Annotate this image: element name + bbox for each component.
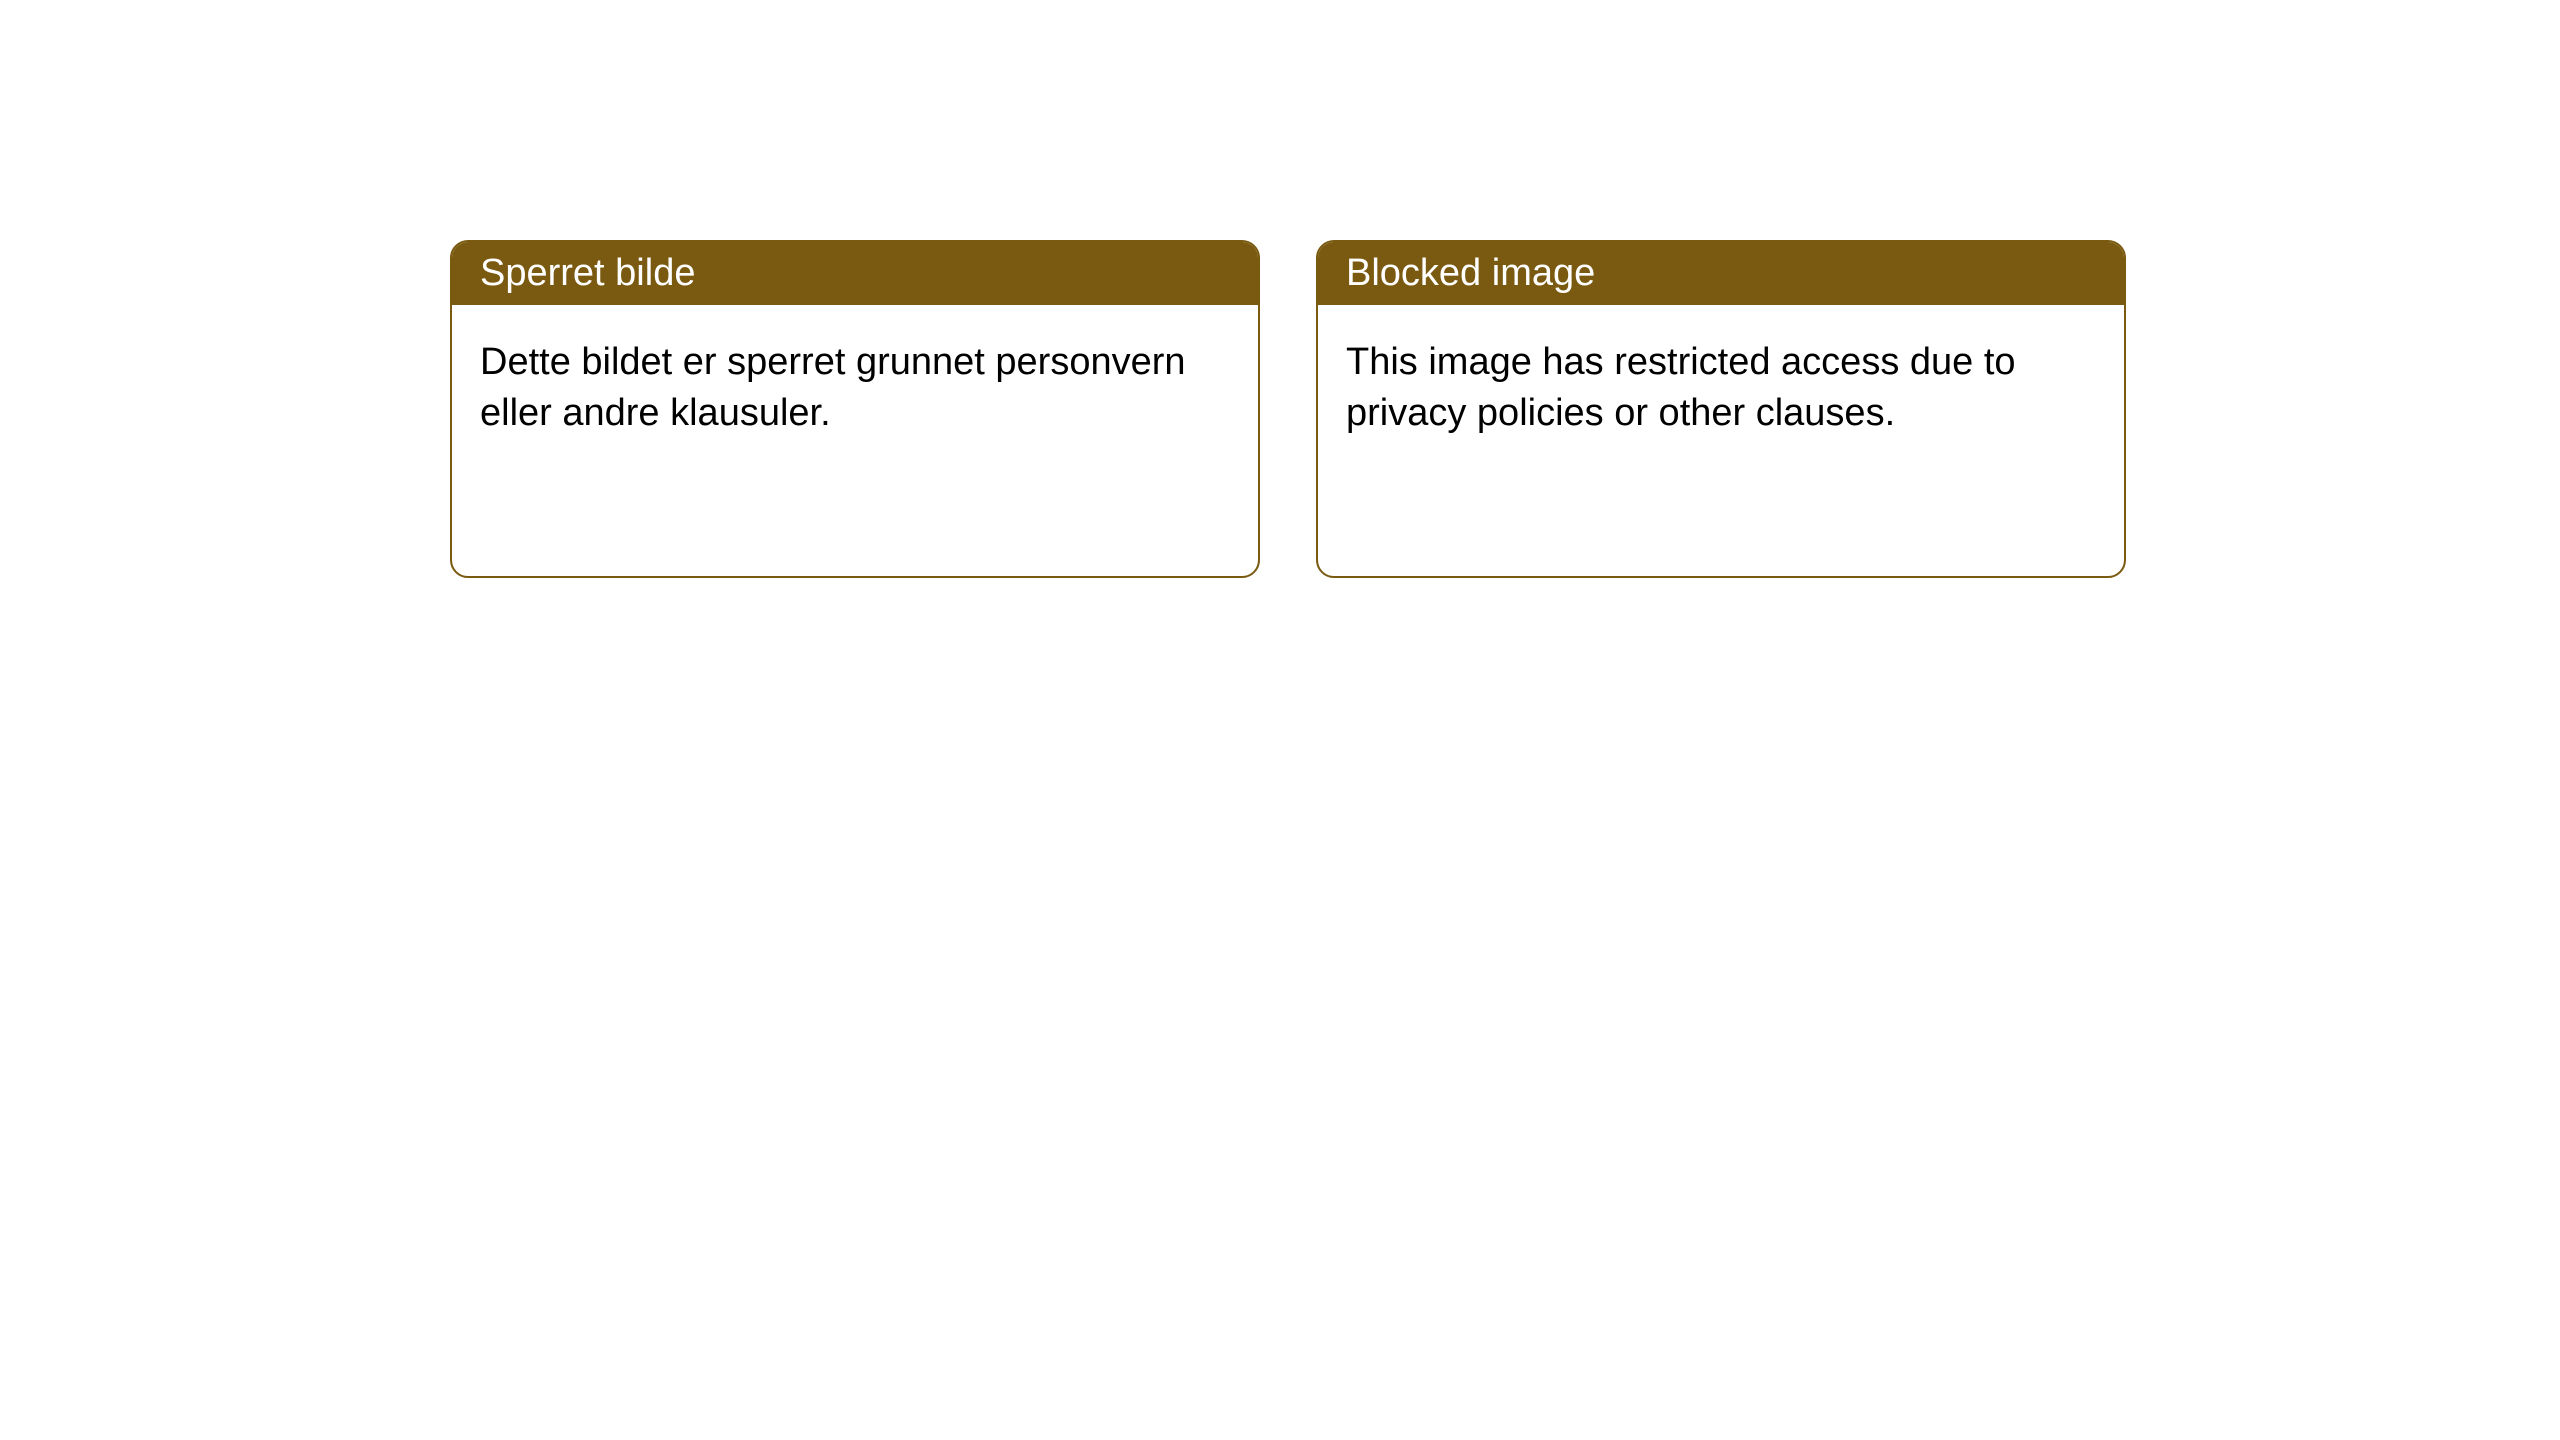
notice-body: Dette bildet er sperret grunnet personve…: [452, 305, 1258, 472]
notice-header: Blocked image: [1318, 242, 2124, 305]
notice-body-text: This image has restricted access due to …: [1346, 341, 2016, 434]
notice-title: Sperret bilde: [480, 252, 695, 294]
notice-container: Sperret bilde Dette bildet er sperret gr…: [450, 240, 2126, 578]
notice-body: This image has restricted access due to …: [1318, 305, 2124, 472]
notice-card-norwegian: Sperret bilde Dette bildet er sperret gr…: [450, 240, 1260, 578]
notice-card-english: Blocked image This image has restricted …: [1316, 240, 2126, 578]
notice-title: Blocked image: [1346, 252, 1595, 294]
notice-header: Sperret bilde: [452, 242, 1258, 305]
notice-body-text: Dette bildet er sperret grunnet personve…: [480, 341, 1186, 434]
